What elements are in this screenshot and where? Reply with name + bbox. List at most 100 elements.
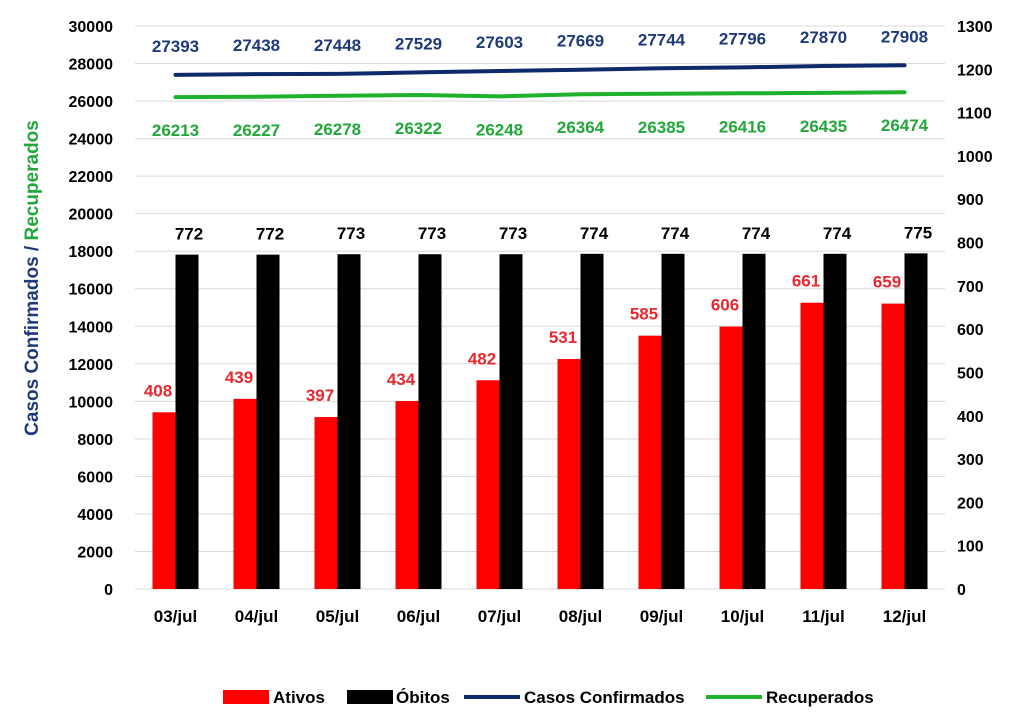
label-casos-confirmados: 27870 <box>800 28 847 47</box>
legend-label: Casos Confirmados <box>524 688 685 707</box>
label-ativos: 661 <box>792 272 820 291</box>
left-tick-label: 14000 <box>69 319 114 336</box>
label-recuperados: 26322 <box>395 119 442 138</box>
right-tick-label: 0 <box>957 582 966 599</box>
legend-swatch <box>347 690 393 704</box>
left-tick-label: 18000 <box>69 244 114 261</box>
right-tick-label: 1200 <box>957 62 993 79</box>
label-recuperados: 26435 <box>800 117 847 136</box>
label-recuperados: 26227 <box>233 121 280 140</box>
lines <box>173 63 907 100</box>
right-tick-label: 900 <box>957 192 984 209</box>
left-tick-label: 22000 <box>69 169 114 186</box>
y-axis-label-recovered: Recuperados <box>22 120 43 240</box>
y-axis-label-separator: / <box>22 241 43 257</box>
bar-ativos <box>233 398 257 589</box>
label-obitos: 772 <box>175 225 203 244</box>
label-obitos: 774 <box>742 224 771 243</box>
label-ativos: 606 <box>711 296 739 315</box>
left-axis: 0 2000 4000 6000 8000 10000 12000 14000 16000 180… <box>69 19 114 599</box>
bar-obitos <box>904 253 928 589</box>
label-ativos: 408 <box>144 381 172 400</box>
bar-ativos <box>638 335 662 589</box>
label-casos-confirmados: 27908 <box>881 27 928 46</box>
legend-label: Ativos <box>273 688 325 707</box>
label-recuperados: 26364 <box>557 118 605 137</box>
category-label: 07/jul <box>478 607 521 626</box>
label-casos-confirmados: 27529 <box>395 34 442 53</box>
left-tick-label: 12000 <box>69 357 114 374</box>
label-ativos: 585 <box>630 305 658 324</box>
right-tick-label: 1300 <box>957 19 993 36</box>
category-label: 05/jul <box>316 607 359 626</box>
label-casos-confirmados: 27448 <box>314 36 361 55</box>
label-recuperados: 26278 <box>314 120 361 139</box>
category-label: 11/jul <box>802 607 845 626</box>
label-recuperados: 26385 <box>638 118 685 137</box>
label-obitos: 775 <box>904 223 932 242</box>
right-tick-label: 700 <box>957 279 984 296</box>
y-axis-label-confirmed: Casos Confirmados <box>22 256 43 435</box>
y-axis-label: Casos Confirmados / Recuperados <box>22 120 43 436</box>
bar-obitos <box>499 254 523 589</box>
category-label: 12/jul <box>883 607 926 626</box>
right-tick-label: 1100 <box>957 106 992 123</box>
label-obitos: 773 <box>418 224 446 243</box>
legend-label: Recuperados <box>766 688 874 707</box>
label-casos-confirmados: 27438 <box>233 36 280 55</box>
label-obitos: 774 <box>580 224 609 243</box>
label-obitos: 773 <box>499 224 527 243</box>
bar-obitos <box>661 253 685 589</box>
right-tick-label: 100 <box>957 539 984 556</box>
bar-ativos <box>557 359 581 589</box>
legend: Ativos Óbitos Casos Confirmados Recuperados <box>223 688 874 707</box>
right-axis: 0 100 200 300 400 500 600 700 800 900 1000 1100 1200… <box>957 19 993 599</box>
label-recuperados: 26474 <box>881 116 929 135</box>
category-label: 08/jul <box>559 607 602 626</box>
left-tick-label: 26000 <box>69 94 114 111</box>
category-label: 10/jul <box>721 607 764 626</box>
bar-ativos <box>800 302 824 589</box>
line-casos-confirmados <box>173 63 907 77</box>
data-labels: 27393 26213 772 408 27438 26227 772 439 27448 262… <box>144 27 932 405</box>
bar-ativos <box>395 401 419 589</box>
label-casos-confirmados: 27669 <box>557 32 604 51</box>
bar-obitos <box>742 253 766 589</box>
left-tick-label: 30000 <box>69 19 114 36</box>
label-casos-confirmados: 27744 <box>638 30 686 49</box>
right-tick-label: 800 <box>957 236 984 253</box>
category-labels: 03/jul 04/jul 05/jul 06/jul 07/jul 08/jul 09/j… <box>154 607 926 626</box>
label-obitos: 774 <box>661 224 690 243</box>
bars <box>152 253 928 589</box>
label-recuperados: 26248 <box>476 120 523 139</box>
category-label: 06/jul <box>397 607 440 626</box>
left-tick-label: 24000 <box>69 132 114 149</box>
right-tick-label: 200 <box>957 495 984 512</box>
label-ativos: 434 <box>387 370 416 389</box>
label-recuperados: 26416 <box>719 117 766 136</box>
bar-obitos <box>823 253 847 589</box>
left-tick-label: 20000 <box>69 207 114 224</box>
label-ativos: 531 <box>549 328 577 347</box>
right-tick-label: 1000 <box>957 149 993 166</box>
label-casos-confirmados: 27796 <box>719 29 766 48</box>
left-tick-label: 4000 <box>77 507 113 524</box>
label-recuperados: 26213 <box>152 121 199 140</box>
label-casos-confirmados: 27393 <box>152 37 199 56</box>
label-ativos: 659 <box>873 273 901 292</box>
label-obitos: 772 <box>256 225 284 244</box>
bar-obitos <box>175 254 199 589</box>
bar-ativos <box>476 380 500 589</box>
bar-obitos <box>418 254 442 589</box>
label-obitos: 774 <box>823 224 852 243</box>
label-ativos: 482 <box>468 349 496 368</box>
right-tick-label: 400 <box>957 409 984 426</box>
line-recuperados <box>173 90 907 100</box>
left-tick-label: 6000 <box>77 469 113 486</box>
category-label: 04/jul <box>235 607 278 626</box>
category-label: 09/jul <box>640 607 683 626</box>
bar-ativos <box>881 303 905 589</box>
left-tick-label: 28000 <box>69 57 114 74</box>
left-tick-label: 0 <box>104 582 113 599</box>
